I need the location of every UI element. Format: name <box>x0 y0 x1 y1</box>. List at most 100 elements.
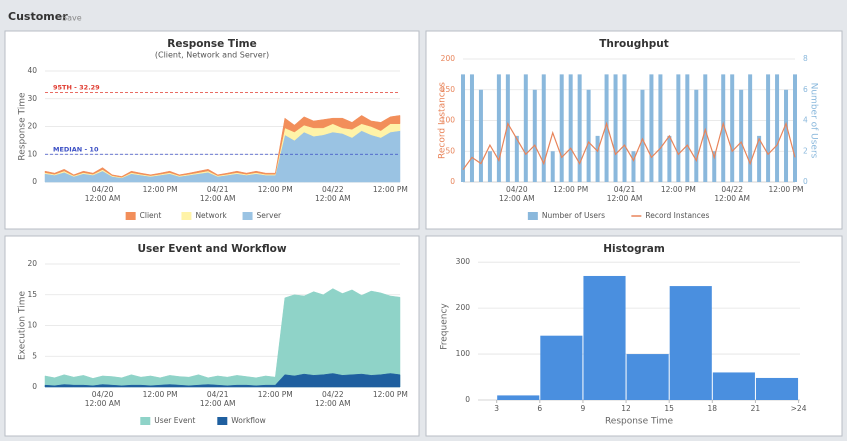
bar <box>577 74 582 182</box>
x-tick-label: 12:00 PM <box>373 185 408 194</box>
area <box>44 373 401 388</box>
bar <box>712 151 717 182</box>
line <box>462 121 796 171</box>
x-tick-label: 04/20 12:00 AM <box>499 185 535 203</box>
y-axis-label: Record Instances <box>438 82 448 159</box>
x-tick-label: 21 <box>751 404 761 413</box>
bar <box>478 89 483 182</box>
x-tick-label: 12:00 PM <box>373 390 408 399</box>
histogram-bar <box>626 354 669 400</box>
x-tick-label: 04/22 12:00 AM <box>315 390 351 408</box>
x-tick-label: 15 <box>664 404 674 413</box>
bar <box>640 89 645 182</box>
x-tick-label: 12:00 PM <box>143 185 178 194</box>
bar <box>505 74 510 182</box>
panel <box>425 235 843 437</box>
bar <box>550 151 555 182</box>
bar <box>748 74 753 182</box>
x-tick-label: 12:00 PM <box>258 390 293 399</box>
bar <box>604 74 609 182</box>
y-tick-label: 200 <box>456 303 471 312</box>
bar <box>649 74 654 182</box>
chart-title: Response Time <box>167 38 257 50</box>
bar <box>514 135 519 182</box>
legend-label: Server <box>257 211 283 220</box>
x-tick-label: 12:00 PM <box>553 185 588 194</box>
x-tick-label: 04/20 12:00 AM <box>85 185 121 203</box>
legend-swatch <box>527 212 538 220</box>
panel <box>425 30 843 230</box>
x-tick-label: 12:00 PM <box>258 185 293 194</box>
chart-title: User Event and Workflow <box>137 243 286 255</box>
y-tick-label: 20 <box>27 122 37 131</box>
y2-axis-label: Number of Users <box>809 83 819 159</box>
x-tick-label: 12:00 PM <box>143 390 178 399</box>
x-tick-label: 04/21 12:00 AM <box>200 390 236 408</box>
x-tick-label: 04/21 12:00 AM <box>200 185 236 203</box>
bar <box>622 74 627 182</box>
bar <box>658 74 663 182</box>
y-tick-label: 300 <box>456 257 471 266</box>
legend-swatch <box>125 212 136 220</box>
y-tick-label: 100 <box>441 116 456 125</box>
histogram-bar <box>540 335 583 400</box>
legend-label: User Event <box>154 416 195 425</box>
bar <box>541 74 546 182</box>
bar <box>461 74 465 182</box>
y-tick-label: 0 <box>32 177 37 186</box>
bar <box>667 135 672 182</box>
x-tick-label: 04/20 12:00 AM <box>85 390 121 408</box>
x-axis-label: Response Time <box>605 417 674 427</box>
y-tick-label: 30 <box>27 94 37 103</box>
y2-tick-label: 0 <box>803 177 808 186</box>
bar <box>523 74 528 182</box>
chart-subtitle: (Client, Network and Server) <box>155 51 269 60</box>
legend-label: Network <box>195 211 227 220</box>
bar <box>595 135 600 182</box>
y-tick-label: 50 <box>445 146 455 155</box>
y-tick-label: 0 <box>465 395 470 404</box>
bar <box>676 74 681 182</box>
legend-swatch <box>217 417 228 425</box>
y-tick-label: 5 <box>32 351 37 360</box>
legend-swatch <box>140 417 151 425</box>
legend-label: Record Instances <box>645 211 709 220</box>
y-tick-label: 40 <box>27 66 37 75</box>
x-tick-label: 18 <box>708 404 718 413</box>
bar <box>739 89 744 182</box>
y-tick-label: 0 <box>450 177 455 186</box>
y-tick-label: 10 <box>27 149 37 158</box>
page-title: Customer <box>8 10 68 23</box>
bar <box>721 74 726 182</box>
x-tick-label: 12:00 PM <box>661 185 696 194</box>
y-axis-label: Frequency <box>440 303 450 350</box>
bar <box>784 89 789 182</box>
legend-label: Workflow <box>231 416 265 425</box>
y2-tick-label: 2 <box>803 146 808 155</box>
x-tick-label: >24 <box>791 404 807 413</box>
y-tick-label: 150 <box>441 85 456 94</box>
bar <box>469 74 474 182</box>
histogram-bar <box>497 395 540 400</box>
legend-swatch <box>181 212 192 220</box>
y-tick-label: 200 <box>441 54 456 63</box>
bar <box>685 74 690 182</box>
save-button[interactable]: Save <box>62 14 82 23</box>
bar <box>532 89 537 182</box>
annotation-label: 95TH - 32.29 <box>53 83 100 91</box>
histogram-bar <box>712 372 755 400</box>
histogram-bar <box>669 286 712 400</box>
bar <box>793 74 797 182</box>
bar <box>775 74 780 182</box>
histogram-bar <box>755 377 799 400</box>
y-tick-label: 0 <box>32 382 37 391</box>
y-axis-label: Execution Time <box>18 291 28 361</box>
legend-label: Client <box>140 211 162 220</box>
legend-swatch <box>242 212 253 220</box>
bar <box>757 135 762 182</box>
y-tick-label: 20 <box>27 259 37 268</box>
x-tick-label: 04/22 12:00 AM <box>315 185 351 203</box>
bar <box>694 89 699 182</box>
